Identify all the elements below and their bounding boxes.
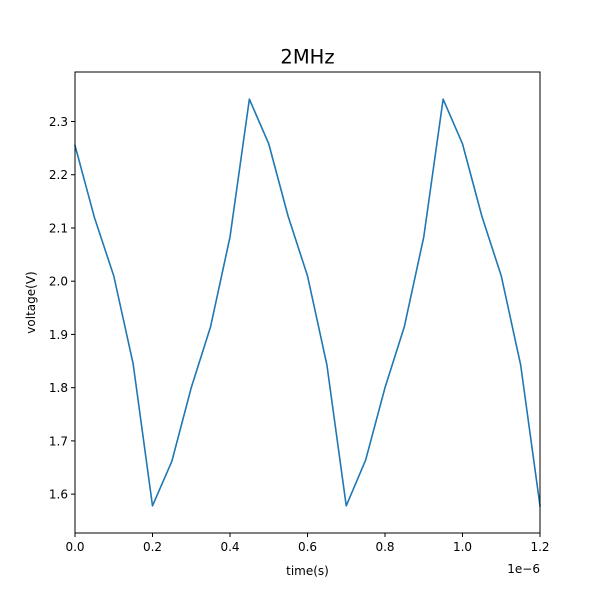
plot-area xyxy=(75,99,540,506)
y-tick-label: 2.1 xyxy=(49,221,68,235)
x-tick-label: 0.4 xyxy=(220,540,239,554)
y-tick-label: 1.9 xyxy=(49,328,68,342)
x-axis: 0.0 0.2 0.4 0.6 0.8 1.0 1.2 xyxy=(65,533,549,554)
plot-frame xyxy=(75,72,540,533)
y-tick-label: 2.3 xyxy=(49,115,68,129)
y-tick-label: 2.2 xyxy=(49,168,68,182)
y-tick-label: 1.8 xyxy=(49,381,68,395)
x-tick-label: 1.2 xyxy=(530,540,549,554)
x-tick-label: 0.2 xyxy=(143,540,162,554)
y-axis-label: voltage(V) xyxy=(24,271,38,333)
y-axis: 1.6 1.7 1.8 1.9 2.0 2.1 2.2 2.3 xyxy=(49,115,75,502)
x-tick-label: 0.8 xyxy=(375,540,394,554)
x-axis-label: time(s) xyxy=(286,564,329,578)
y-tick-label: 2.0 xyxy=(49,275,68,289)
y-tick-label: 1.6 xyxy=(49,488,68,502)
x-axis-offset-label: 1e−6 xyxy=(507,562,540,576)
y-tick-label: 1.7 xyxy=(49,434,68,448)
chart-title: 2MHz xyxy=(280,46,334,69)
x-tick-label: 0.0 xyxy=(65,540,84,554)
x-tick-label: 0.6 xyxy=(298,540,317,554)
x-tick-label: 1.0 xyxy=(453,540,472,554)
series-line-0 xyxy=(75,99,540,506)
